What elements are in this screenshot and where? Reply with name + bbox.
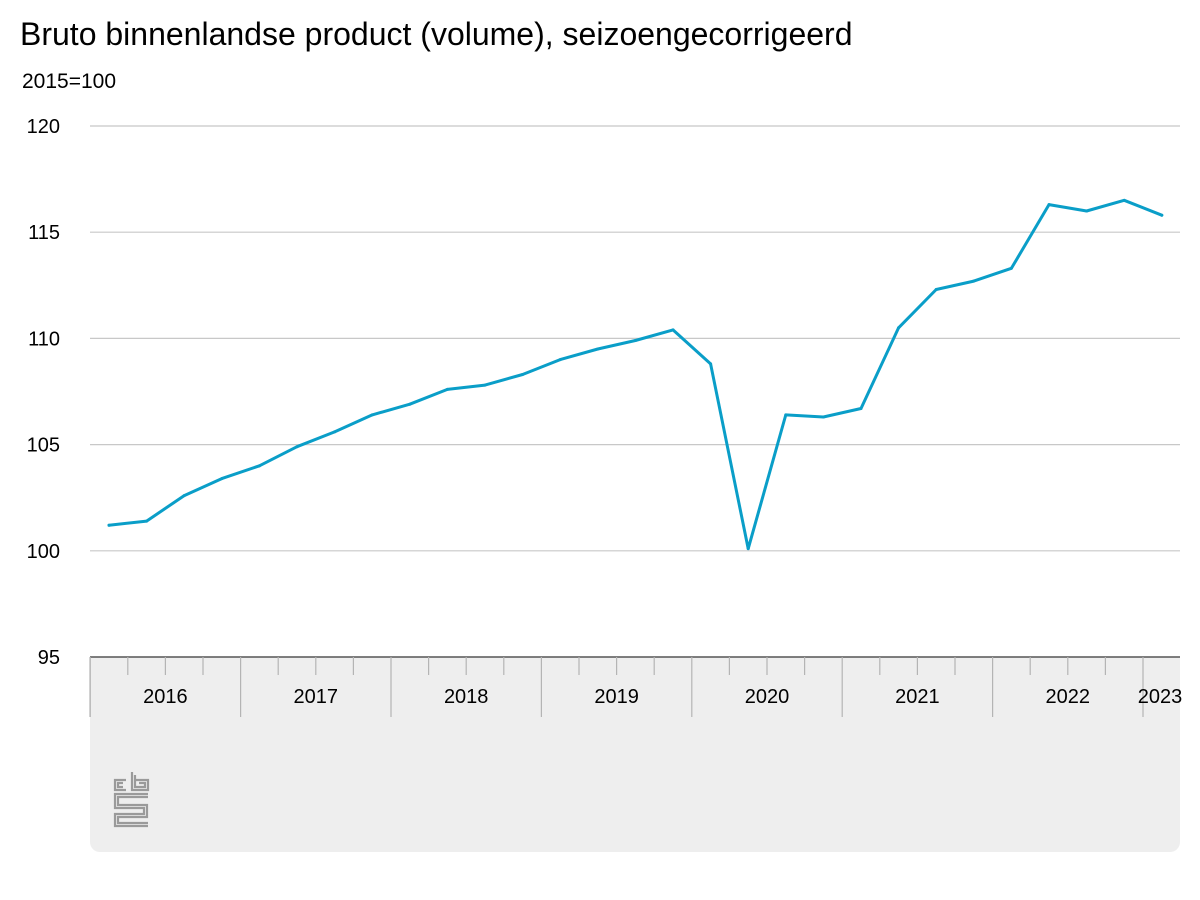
data-point — [897, 326, 901, 330]
data-point — [182, 494, 186, 498]
y-tick-label: 100 — [27, 541, 60, 563]
chart-title: Bruto binnenlandse product (volume), sei… — [20, 16, 853, 52]
gridlines — [90, 125, 1180, 552]
data-point — [821, 415, 825, 419]
data-point — [746, 547, 750, 551]
data-point — [596, 347, 600, 351]
x-tick-label: 2019 — [594, 686, 639, 708]
y-axis-ticks: 95 100 105 110 115 120 — [27, 116, 60, 669]
data-point — [445, 387, 449, 391]
data-point — [972, 279, 976, 283]
data-point — [859, 406, 863, 410]
data-point — [220, 477, 224, 481]
data-point — [333, 430, 337, 434]
y-tick-label: 115 — [28, 222, 60, 244]
data-point — [1009, 266, 1013, 270]
axis-band-background — [90, 657, 1180, 852]
cbs-logo-icon — [110, 770, 154, 830]
data-point — [558, 358, 562, 362]
y-tick-label: 110 — [28, 328, 60, 350]
data-point — [370, 413, 374, 417]
data-point — [1047, 203, 1051, 207]
series-line — [107, 198, 1164, 551]
data-point — [408, 402, 412, 406]
x-axis-band — [90, 657, 1180, 852]
data-point — [521, 373, 525, 377]
data-point — [671, 328, 675, 332]
data-point — [633, 339, 637, 343]
data-point — [784, 413, 788, 417]
x-tick-label: 2018 — [444, 686, 489, 708]
data-point — [483, 383, 487, 387]
y-tick-label: 95 — [38, 647, 60, 669]
series-layer — [107, 198, 1164, 551]
x-tick-label: 2023 — [1138, 686, 1183, 708]
x-tick-label: 2021 — [895, 686, 940, 708]
data-point — [145, 519, 149, 523]
data-point — [934, 288, 938, 292]
data-point — [1160, 213, 1164, 217]
x-tick-label: 2016 — [143, 686, 188, 708]
x-tick-label: 2022 — [1046, 686, 1091, 708]
x-tick-label: 2017 — [294, 686, 339, 708]
data-point — [709, 362, 713, 366]
data-point — [107, 523, 111, 527]
data-point — [1085, 209, 1089, 213]
x-tick-label: 2020 — [745, 686, 790, 708]
chart-subtitle: 2015=100 — [22, 70, 117, 93]
x-axis: 2016 2017 2018 2019 2020 2021 2022 2023 — [89, 656, 1183, 717]
y-tick-label: 120 — [27, 116, 60, 138]
data-point — [1122, 198, 1126, 202]
data-point — [257, 464, 261, 468]
data-point — [295, 445, 299, 449]
axis-band-top — [90, 657, 1180, 677]
y-tick-label: 105 — [27, 435, 60, 457]
